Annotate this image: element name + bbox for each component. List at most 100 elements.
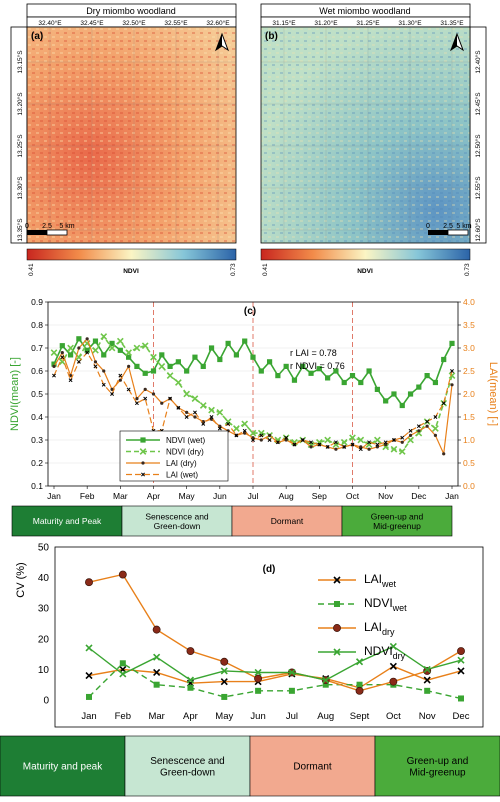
lat-tick: 13.25°S: [16, 134, 24, 158]
legend-marker: [141, 472, 145, 477]
data-point: [184, 415, 189, 419]
data-point: [108, 344, 116, 352]
legend-label: LAI (dry): [166, 459, 197, 468]
map-a-scalebar: 0 2.5 5 km: [25, 223, 75, 236]
data-point: [168, 396, 173, 401]
data-point: [450, 369, 454, 373]
data-point: [356, 681, 363, 688]
data-point: [166, 372, 174, 379]
data-point: [241, 420, 249, 428]
legend-marker: [333, 624, 341, 632]
data-point: [126, 354, 132, 360]
ytick-label: 0.8: [31, 320, 43, 330]
chart-c-legend: NDVI (wet) NDVI (dry) LAI (dry) LAI (wet): [119, 430, 229, 482]
annotation-r-lai: r LAI = 0.78: [290, 348, 337, 358]
y2tick-label: 2.0: [463, 389, 475, 399]
data-point: [109, 340, 115, 346]
xtick-label: Jan: [445, 491, 459, 501]
data-point: [220, 657, 229, 666]
data-point: [76, 359, 81, 364]
legend-label: NDVI (dry): [166, 448, 204, 457]
data-point: [85, 644, 93, 652]
scale-label: 2.5: [443, 223, 453, 230]
map-a-border: [26, 26, 237, 244]
scale-label: 0: [426, 223, 430, 230]
colorbar-min: 0.41: [262, 263, 269, 276]
chart-c-ylabel: NDVI(mean) [-]: [9, 357, 21, 431]
data-point: [407, 436, 414, 444]
season-segment: [124, 735, 251, 797]
lat-tick: 13.30°S: [16, 176, 24, 200]
data-point: [117, 347, 123, 353]
data-point: [355, 686, 364, 695]
lat-tick: 12.60°S: [474, 218, 482, 242]
data-point: [291, 377, 298, 383]
data-point: [135, 397, 139, 401]
data-point: [424, 373, 430, 379]
data-point: [185, 410, 189, 414]
data-point: [101, 382, 106, 387]
data-point: [249, 429, 257, 437]
ytick-label: 0.2: [31, 458, 43, 468]
ytick-label: 30: [38, 604, 50, 615]
colorbar-label: NDVI: [123, 268, 139, 275]
data-point: [283, 363, 289, 369]
data-point: [254, 674, 263, 683]
xtick-label: Apr: [183, 711, 198, 722]
series-ndvi-wet: [51, 336, 455, 409]
series-laidry: [85, 570, 465, 695]
data-point: [389, 662, 397, 670]
season-segment: [374, 735, 500, 797]
data-point: [367, 440, 372, 445]
data-point: [187, 684, 194, 691]
chart-d: 0 10 20 30 40 50 Jan Feb Mar Apr May Jun Jul Aug Sept…: [0, 543, 500, 797]
data-point: [142, 370, 148, 376]
data-point: [266, 359, 273, 365]
map-b-texture: [261, 27, 470, 243]
map-a-lat-ticks: 13.15°S 13.20°S 13.25°S 13.30°S 13.35°S: [16, 50, 24, 242]
data-point: [224, 418, 232, 425]
data-point: [374, 436, 381, 444]
data-point: [300, 363, 306, 369]
ytick-label: 0.6: [31, 366, 43, 376]
xtick-label: Feb: [115, 711, 131, 722]
data-point: [101, 352, 107, 358]
data-point: [308, 370, 314, 376]
scale-label: 0: [25, 223, 29, 230]
season-segment: [11, 505, 123, 537]
data-point: [133, 344, 141, 352]
season-label: Dormant: [271, 516, 304, 526]
xtick-label: Jul: [248, 491, 259, 501]
lon-tick: 32.40°E: [38, 19, 62, 27]
ytick-label: 0.4: [31, 412, 43, 422]
lat-tick: 13.20°S: [16, 92, 24, 116]
data-point: [220, 678, 228, 686]
colorbar-max: 0.73: [230, 263, 237, 276]
map-b-scalebar: 0 2.5 5 km: [426, 223, 472, 236]
chart-c-series: [50, 333, 456, 457]
legend-marker: [333, 648, 341, 656]
chart-c-y2ticks: 0.0 0.5 1.0 1.5 2.0 2.5 3.0 3.5 4.0: [458, 297, 475, 491]
series-ndvi-dry: [50, 333, 456, 455]
data-point: [110, 392, 114, 396]
xtick-label: Jan: [81, 711, 96, 722]
data-point: [92, 338, 99, 344]
y2tick-label: 1.5: [463, 412, 475, 422]
chart-c-season-bar: Maturity and Peak Senescence and Green-dow…: [11, 505, 453, 537]
y2tick-label: 4.0: [463, 297, 475, 307]
ytick-label: 40: [38, 573, 50, 584]
data-point: [85, 350, 90, 355]
data-point: [85, 671, 93, 680]
map-b-colorbar: [260, 248, 471, 261]
ytick-label: 0.9: [31, 297, 43, 307]
data-point: [52, 373, 56, 378]
legend-label: LAI (wet): [166, 471, 198, 480]
data-point: [383, 440, 388, 445]
xtick-label: Jun: [250, 711, 265, 722]
data-point: [309, 445, 313, 449]
legend-label: LAIwet: [364, 572, 397, 589]
data-point: [220, 667, 228, 675]
data-point: [341, 379, 347, 386]
series-line: [88, 645, 462, 681]
series-line: [88, 662, 462, 700]
